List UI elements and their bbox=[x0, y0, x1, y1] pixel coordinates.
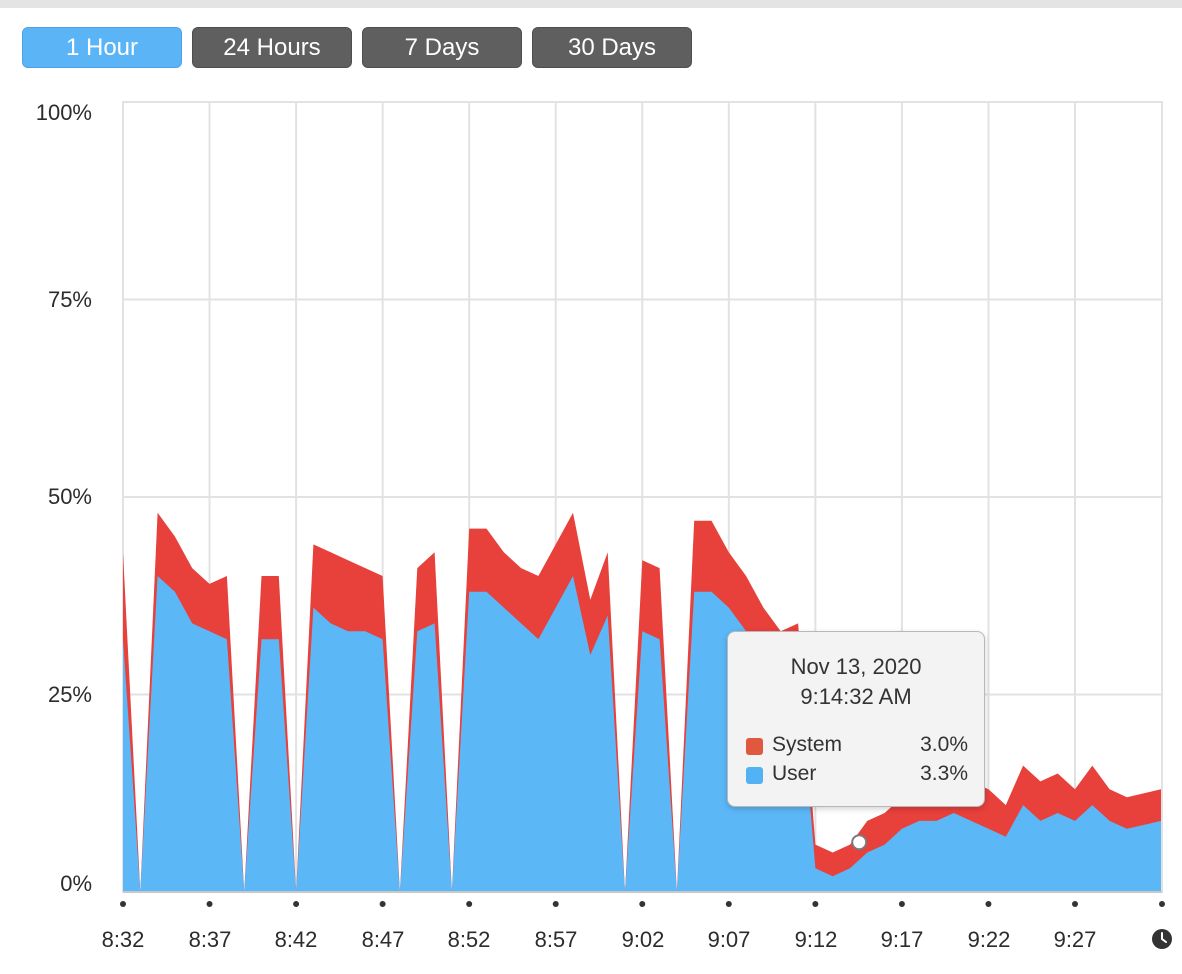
tooltip-series-name: User bbox=[772, 762, 817, 785]
x-tick-label: 9:17 bbox=[880, 927, 924, 952]
x-tick-label: 8:42 bbox=[274, 927, 318, 952]
x-tick-label: 8:37 bbox=[188, 927, 232, 952]
y-tick-label: 50% bbox=[47, 484, 92, 509]
tooltip-time: 9:14:32 AM bbox=[800, 684, 912, 709]
x-tick-mark bbox=[379, 901, 386, 907]
data-tooltip: Nov 13, 2020 9:14:32 AM System 3.0% User… bbox=[727, 631, 985, 807]
y-tick-label: 0% bbox=[60, 871, 92, 896]
range-24-hours-button[interactable]: 24 Hours bbox=[192, 27, 352, 68]
range-1-hour-button[interactable]: 1 Hour bbox=[22, 27, 182, 68]
tooltip-row-user: User 3.3% bbox=[746, 762, 968, 790]
window-top-strip bbox=[0, 0, 1182, 8]
x-tick-mark bbox=[812, 901, 819, 907]
x-tick-mark bbox=[985, 901, 992, 907]
chart-axis bbox=[120, 834, 1165, 907]
x-tick-mark bbox=[206, 901, 213, 907]
range-30-days-button[interactable]: 30 Days bbox=[532, 27, 692, 68]
tooltip-date: Nov 13, 2020 bbox=[790, 654, 922, 679]
x-tick-mark bbox=[293, 901, 300, 907]
user-area bbox=[123, 576, 1161, 892]
x-tick-mark bbox=[466, 901, 473, 907]
x-tick-label: 9:02 bbox=[621, 927, 665, 952]
x-tick-mark bbox=[898, 901, 905, 907]
user-swatch-icon bbox=[746, 767, 763, 784]
y-tick-label: 100% bbox=[35, 100, 92, 125]
x-tick-label: 9:22 bbox=[967, 927, 1011, 952]
chart-areas bbox=[123, 512, 1161, 892]
x-tick-mark bbox=[120, 901, 126, 907]
clock-icon[interactable] bbox=[1151, 928, 1173, 950]
x-tick-mark bbox=[1072, 901, 1078, 907]
x-tick-mark bbox=[639, 901, 646, 907]
y-tick-label: 25% bbox=[47, 682, 92, 707]
range-7-days-button[interactable]: 7 Days bbox=[362, 27, 522, 68]
tooltip-series-name: System bbox=[772, 733, 843, 756]
system-swatch-icon bbox=[746, 738, 763, 755]
x-tick-label: 9:07 bbox=[707, 927, 751, 952]
x-tick-mark bbox=[552, 901, 559, 907]
x-tick-label: 8:57 bbox=[534, 927, 578, 952]
x-tick-mark bbox=[1159, 901, 1165, 907]
x-tick-label: 8:32 bbox=[101, 927, 145, 952]
x-tick-mark bbox=[725, 901, 732, 907]
tooltip-series-value: 3.3% bbox=[920, 762, 968, 785]
time-range-toolbar: 1 Hour 24 Hours 7 Days 30 Days bbox=[22, 27, 692, 68]
tooltip-series-value: 3.0% bbox=[920, 733, 968, 756]
y-tick-label: 75% bbox=[47, 287, 92, 312]
hover-marker bbox=[851, 834, 868, 851]
tooltip-row-system: System 3.0% bbox=[746, 733, 968, 761]
x-tick-label: 9:12 bbox=[794, 927, 838, 952]
x-tick-label: 9:27 bbox=[1053, 927, 1097, 952]
x-tick-label: 8:47 bbox=[361, 927, 405, 952]
x-tick-label: 8:52 bbox=[447, 927, 491, 952]
